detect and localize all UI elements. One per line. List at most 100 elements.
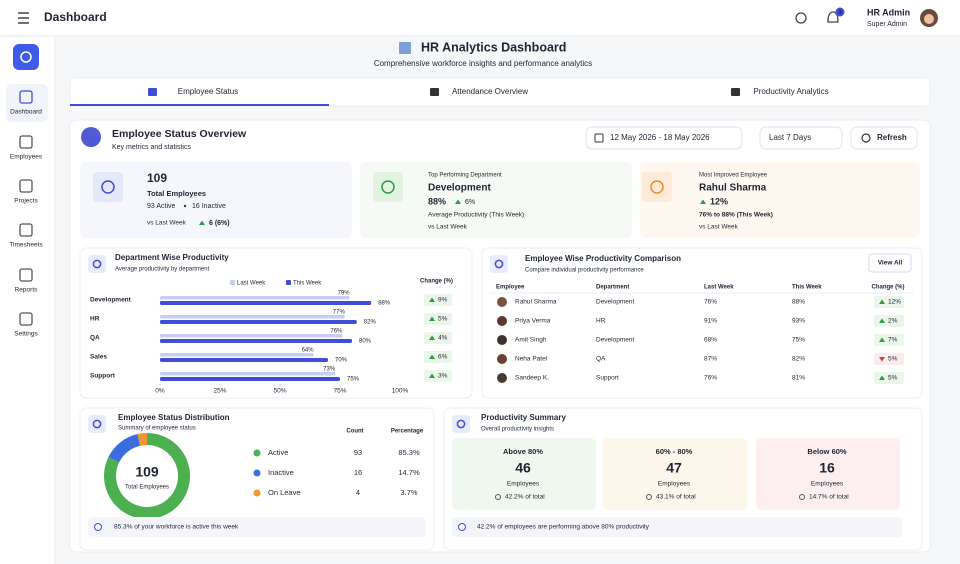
icon-box xyxy=(93,172,123,202)
nav-icon[interactable] xyxy=(19,312,33,326)
nav-icon[interactable] xyxy=(19,268,33,282)
refresh-button[interactable] xyxy=(850,126,918,150)
table-cell: QA xyxy=(596,356,606,363)
dashboard-title: HR Analytics Dashboard xyxy=(421,40,566,54)
legend-label: Active xyxy=(268,448,288,457)
group-unit: Employees xyxy=(658,481,691,488)
nav-label[interactable]: Timesheets xyxy=(9,242,43,249)
card-subtitle: Summary of employee status xyxy=(118,426,196,432)
stat-change: 6% xyxy=(465,199,475,206)
value-label: 64% xyxy=(302,348,315,354)
legend-label: This Week xyxy=(293,281,322,287)
arrow-icon xyxy=(879,337,885,342)
change-header: Change (%) xyxy=(420,279,453,285)
group-value: 47 xyxy=(666,460,682,476)
x-tick-label: 75% xyxy=(333,388,346,395)
view-all-button[interactable] xyxy=(868,253,912,273)
period-select[interactable] xyxy=(759,126,843,150)
percentage: 14.7% xyxy=(398,468,420,477)
stat-footer: vs Last Week xyxy=(428,224,468,231)
nav-icon[interactable] xyxy=(19,90,33,104)
stat-value: Rahul Sharma xyxy=(699,183,767,194)
icon-glyph xyxy=(494,259,504,269)
arrow-icon xyxy=(429,297,435,302)
table-title: Employee Wise Productivity Comparison xyxy=(525,254,681,263)
tab[interactable]: Productivity Analytics xyxy=(753,87,828,96)
arrow-icon xyxy=(429,335,435,340)
theme-toggle[interactable] xyxy=(795,12,807,24)
stat-card xyxy=(360,162,632,238)
arrow-icon xyxy=(429,373,435,378)
section-subtitle: Key metrics and statistics xyxy=(112,144,191,151)
column-header: Percentage xyxy=(391,429,424,435)
user-name: HR Admin xyxy=(867,7,910,17)
stat-detail: 93 Active xyxy=(147,203,176,210)
bar xyxy=(160,296,350,300)
table-cell: 76% xyxy=(704,299,717,306)
change-badge xyxy=(424,332,452,344)
change-value: 7% xyxy=(888,337,898,344)
bar xyxy=(160,315,345,319)
table-cell: 75% xyxy=(792,337,805,344)
tab[interactable]: Employee Status xyxy=(178,87,238,96)
category-label: Sales xyxy=(90,354,107,361)
table-cell: 81% xyxy=(792,375,805,382)
user-role: Super Admin xyxy=(867,21,907,28)
avatar xyxy=(497,354,507,364)
nav-icon[interactable] xyxy=(19,179,33,193)
summary-box xyxy=(756,438,900,510)
note: 42.2% of employees are performing above … xyxy=(477,524,650,531)
date-picker[interactable] xyxy=(585,126,743,150)
info-icon xyxy=(94,523,102,531)
x-tick-label: 0% xyxy=(155,388,165,395)
stat-footer: vs Last Week xyxy=(699,224,739,231)
note: 85.3% of your workforce is active this w… xyxy=(114,524,239,531)
table-cell: 76% xyxy=(704,375,717,382)
change-value: 4% xyxy=(438,335,448,342)
period: Last 7 Days xyxy=(769,133,811,142)
nav-label[interactable]: Projects xyxy=(14,198,38,205)
x-tick-label: 25% xyxy=(213,388,226,395)
icon-box xyxy=(452,415,470,433)
arrow-icon xyxy=(879,375,885,380)
avatar xyxy=(497,335,507,345)
icon-glyph xyxy=(92,419,102,429)
notification-bell[interactable] xyxy=(827,11,839,23)
nav-label[interactable]: Settings xyxy=(14,331,38,338)
stat-card xyxy=(640,162,920,238)
nav-icon[interactable] xyxy=(19,223,33,237)
legend-dot xyxy=(253,469,261,477)
stat-kicker: Most Improved Employee xyxy=(699,173,768,179)
nav-icon[interactable] xyxy=(19,135,33,149)
legend-swatch xyxy=(230,280,235,285)
note-box xyxy=(452,517,902,537)
dashboard-subtitle: Comprehensive workforce insights and per… xyxy=(374,59,592,68)
value-label: 75% xyxy=(347,377,360,383)
table-cell: 68% xyxy=(704,337,717,344)
stat-footer: vs Last Week xyxy=(147,220,187,227)
arrow-icon xyxy=(199,220,205,225)
tab-icon xyxy=(148,88,157,96)
icon-glyph xyxy=(101,180,115,194)
nav-label[interactable]: Employees xyxy=(10,154,43,161)
legend-label: Last Week xyxy=(237,281,266,287)
view-all[interactable]: View All xyxy=(878,260,903,267)
topbar xyxy=(0,0,960,36)
nav-label[interactable]: Dashboard xyxy=(10,109,42,116)
table-cell: 93% xyxy=(792,318,805,325)
stat-change: 6 (6%) xyxy=(209,220,230,227)
stat-value: 109 xyxy=(147,171,167,185)
group-label: 60% - 80% xyxy=(656,447,693,456)
people-icon xyxy=(495,494,501,500)
table-cell: Neha Patel xyxy=(515,356,548,363)
change-badge xyxy=(874,296,904,308)
stat-detail: 76% to 88% (This Week) xyxy=(699,212,773,219)
column-header: Department xyxy=(596,285,629,291)
note-box xyxy=(88,517,426,537)
tab[interactable]: Attendance Overview xyxy=(452,87,528,96)
change-value: 5% xyxy=(438,316,448,323)
bar xyxy=(160,334,343,338)
category-label: Support xyxy=(90,373,116,380)
nav-label[interactable]: Reports xyxy=(15,287,39,294)
